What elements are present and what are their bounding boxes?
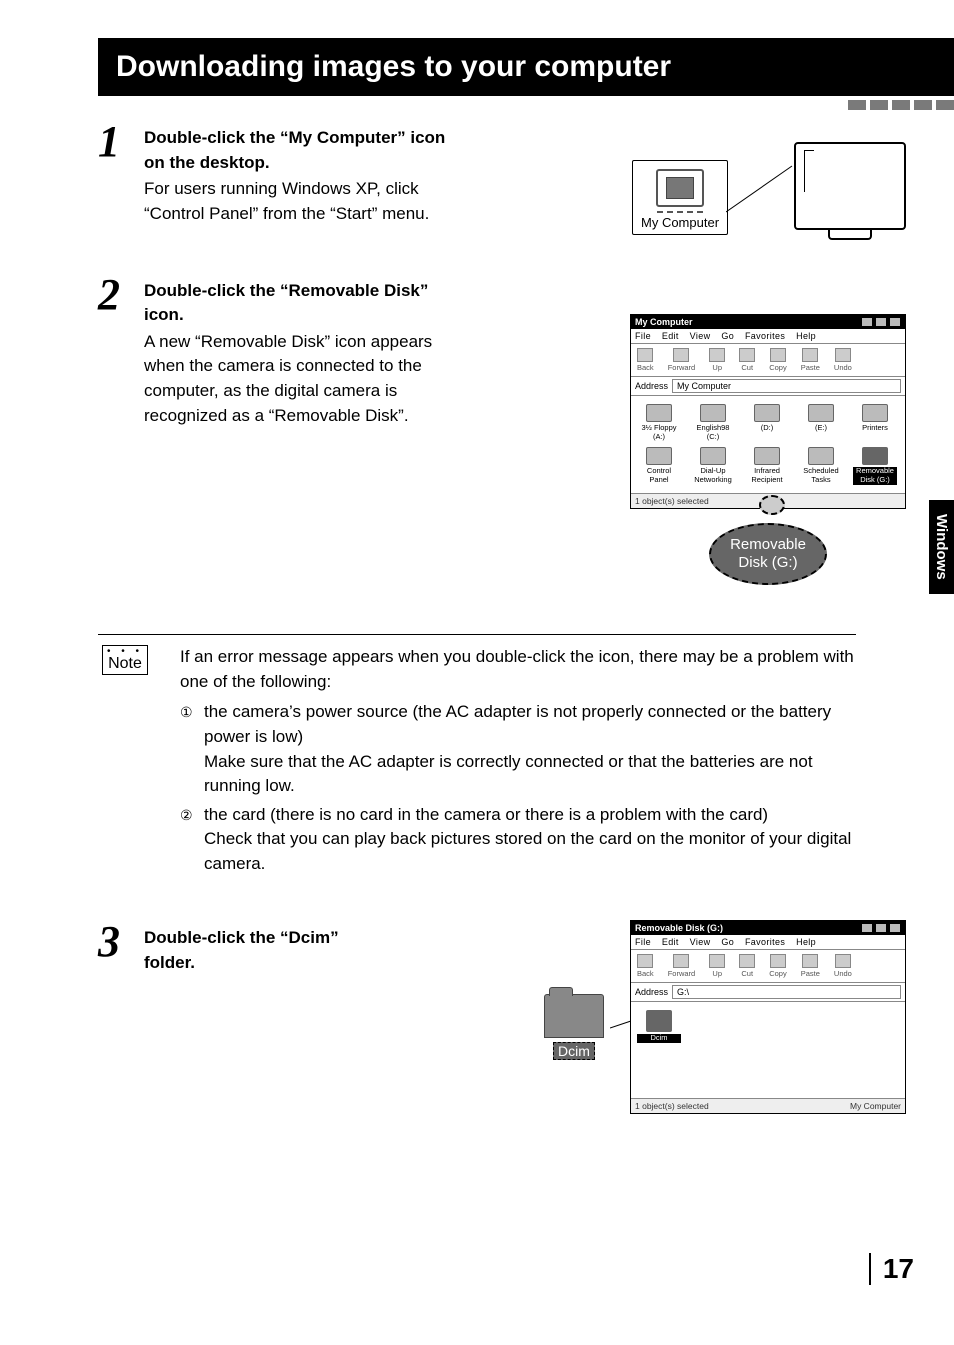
tb-undo[interactable]: Undo	[834, 348, 852, 372]
step1-heading: Double-click the “My Computer” icon on t…	[144, 126, 454, 175]
step2-para: A new “Removable Disk” icon appears when…	[144, 330, 454, 429]
dcim-label: Dcim	[553, 1042, 595, 1060]
tb-forward[interactable]: Forward	[668, 954, 696, 978]
my-computer-icon[interactable]: My Computer	[632, 160, 728, 235]
figure-explorer-removable: Removable Disk (G:) File Edit View Go Fa…	[630, 920, 906, 1114]
connector-line	[726, 162, 796, 222]
drive-item-removable[interactable]: Removable Disk (G:)	[853, 447, 897, 484]
folder-icon	[544, 994, 604, 1038]
note-badge: • • • Note	[102, 645, 148, 675]
window-title: Removable Disk (G:)	[635, 923, 723, 933]
address-bar[interactable]: Address	[631, 377, 905, 396]
figure-my-computer: My Computer	[626, 142, 906, 252]
monitor-illustration	[794, 142, 906, 230]
tb-cut[interactable]: Cut	[739, 348, 755, 372]
my-computer-label: My Computer	[641, 215, 719, 230]
drive-item[interactable]: Infrared Recipient	[745, 447, 789, 484]
page-header: Downloading images to your computer	[98, 38, 954, 96]
step1-para: For users running Windows XP, click “Con…	[144, 177, 454, 226]
window-title: My Computer	[635, 317, 693, 327]
menu-bar[interactable]: File Edit View Go Favorites Help	[631, 935, 905, 950]
tb-cut[interactable]: Cut	[739, 954, 755, 978]
step-number: 1	[98, 120, 144, 227]
step-number: 3	[98, 920, 144, 975]
note-block: • • • Note If an error message appears w…	[98, 634, 856, 881]
side-tab-windows: Windows	[929, 500, 954, 594]
status-bar: 1 object(s) selected My Computer	[631, 1098, 905, 1113]
computer-icon	[656, 169, 704, 207]
drive-item[interactable]: Scheduled Tasks	[799, 447, 843, 484]
step3-heading: Double-click the “Dcim” folder.	[144, 926, 344, 975]
note-intro: If an error message appears when you dou…	[180, 645, 856, 694]
tb-up[interactable]: Up	[709, 348, 725, 372]
page-number: 17	[869, 1253, 914, 1285]
drive-item[interactable]: English98 (C:)	[691, 404, 735, 441]
drive-item[interactable]: (E:)	[799, 404, 843, 441]
titlebar: My Computer	[631, 315, 905, 329]
address-input[interactable]	[672, 379, 901, 393]
toolbar[interactable]: Back Forward Up Cut Copy Paste Undo	[631, 344, 905, 377]
drive-list: 3½ Floppy (A:) English98 (C:) (D:) (E:) …	[631, 396, 905, 493]
tb-copy[interactable]: Copy	[769, 954, 787, 978]
tb-back[interactable]: Back	[637, 348, 654, 372]
tb-back[interactable]: Back	[637, 954, 654, 978]
drive-item[interactable]: Printers	[853, 404, 897, 441]
note-list: ① the camera’s power source (the AC adap…	[180, 700, 856, 876]
tb-forward[interactable]: Forward	[668, 348, 696, 372]
address-input[interactable]	[672, 985, 901, 999]
window-controls[interactable]	[861, 923, 901, 933]
file-list: Dcim	[631, 1002, 905, 1098]
note-item: ① the camera’s power source (the AC adap…	[180, 700, 856, 799]
tb-paste[interactable]: Paste	[801, 954, 820, 978]
titlebar: Removable Disk (G:)	[631, 921, 905, 935]
tb-copy[interactable]: Copy	[769, 348, 787, 372]
menu-bar[interactable]: File Edit View Go Favorites Help	[631, 329, 905, 344]
folder-item-dcim[interactable]: Dcim	[637, 1010, 681, 1090]
callout-bubble-removable: Removable Disk (G:)	[709, 523, 827, 585]
callout-dcim: Dcim	[544, 994, 604, 1061]
drive-item[interactable]: Dial-Up Networking	[691, 447, 735, 484]
decorative-squares	[848, 100, 954, 110]
tb-up[interactable]: Up	[709, 954, 725, 978]
tb-paste[interactable]: Paste	[801, 348, 820, 372]
figure-explorer-mycomputer: My Computer File Edit View Go Favorites …	[630, 314, 906, 585]
tb-undo[interactable]: Undo	[834, 954, 852, 978]
drive-item[interactable]: Control Panel	[637, 447, 681, 484]
address-bar[interactable]: Address	[631, 983, 905, 1002]
drive-item[interactable]: 3½ Floppy (A:)	[637, 404, 681, 441]
window-my-computer: My Computer File Edit View Go Favorites …	[630, 314, 906, 509]
step2-heading: Double-click the “Removable Disk” icon.	[144, 279, 454, 328]
window-controls[interactable]	[861, 317, 901, 327]
note-item: ② the card (there is no card in the came…	[180, 803, 856, 877]
step-number: 2	[98, 273, 144, 429]
window-removable-disk: Removable Disk (G:) File Edit View Go Fa…	[630, 920, 906, 1114]
drive-item[interactable]: (D:)	[745, 404, 789, 441]
page-title: Downloading images to your computer	[116, 50, 671, 84]
toolbar[interactable]: Back Forward Up Cut Copy Paste Undo	[631, 950, 905, 983]
